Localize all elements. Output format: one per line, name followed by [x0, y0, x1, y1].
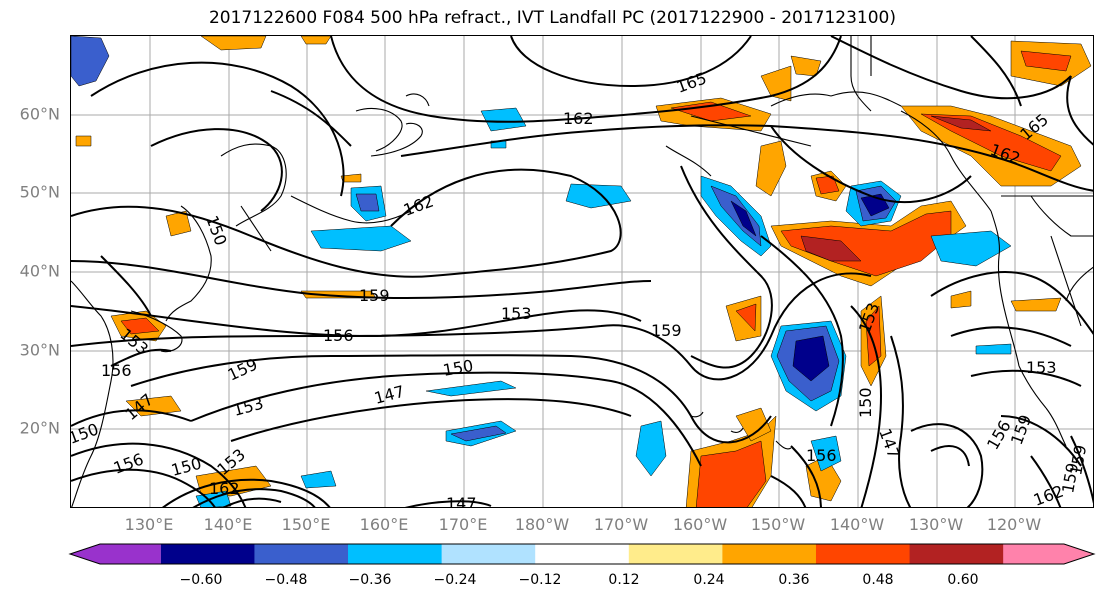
lon-label: 120°W [986, 515, 1042, 534]
colorbar-segment [909, 544, 1004, 564]
contour-label: 150 [856, 387, 875, 418]
lon-label: 140°E [203, 515, 253, 534]
shaded-fields [71, 36, 1092, 507]
colorbar-tick-label: 0.24 [693, 572, 725, 588]
contour-label: 153 [1026, 358, 1057, 377]
contour-label: 156 [101, 361, 132, 380]
lon-label: 150°W [750, 515, 806, 534]
contour-label: 156 [806, 446, 837, 465]
colorbar-tick-label: −0.12 [518, 572, 562, 588]
colorbar-tick-label: −0.48 [264, 572, 308, 588]
contour-label: 147 [875, 426, 903, 461]
lon-label: 160°W [672, 515, 728, 534]
colorbar-segment [535, 544, 630, 564]
lat-label: 40°N [19, 261, 60, 281]
contour-label: 153 [501, 304, 532, 323]
colorbar-segment [254, 544, 349, 564]
height-contours [71, 36, 1093, 507]
colorbar-tick-label: −0.60 [179, 572, 223, 588]
contour-label: 147 [446, 494, 477, 508]
contour-label: 150 [441, 356, 474, 380]
contour-label: 159 [359, 286, 390, 305]
colorbar-tick-label: 0.60 [947, 572, 979, 588]
lon-label: 130°W [908, 515, 964, 534]
coastlines [71, 36, 1093, 507]
contour-label: 153 [231, 394, 265, 420]
contour-label: 162 [401, 191, 436, 219]
lat-label: 60°N [19, 104, 60, 124]
colorbar-tick-label: 0.36 [778, 572, 810, 588]
contour-label: 147 [121, 390, 157, 424]
map-panel: 165 162 165 162 162 159 159 153 156 153 … [70, 35, 1094, 508]
map-title: 2017122600 F084 500 hPa refract., IVT La… [208, 8, 896, 28]
colorbar-segment [160, 544, 255, 564]
colorbar-segment [815, 544, 911, 564]
map-canvas: 165 162 165 162 162 159 159 153 156 153 … [71, 36, 1093, 508]
contour-label: 162 [563, 109, 594, 128]
colorbar-segment [70, 544, 161, 564]
lon-label: 180°W [514, 515, 570, 534]
colorbar-tick-label: 0.48 [862, 572, 894, 588]
contour-label: 165 [674, 68, 709, 96]
colorbar-segments [70, 544, 1094, 564]
contour-label: 147 [372, 382, 406, 408]
lon-label: 160°E [359, 515, 409, 534]
contour-label: 162 [209, 479, 240, 498]
colorbar-segment [441, 544, 536, 564]
contour-label: 159 [651, 321, 682, 340]
lon-label: 130°E [124, 515, 174, 534]
contour-label: 159 [1058, 461, 1082, 494]
contour-label: 156 [111, 449, 146, 477]
colorbar-tick-label: −0.36 [348, 572, 392, 588]
lat-label: 50°N [19, 182, 60, 202]
colorbar-tick-label: −0.24 [433, 572, 477, 588]
colorbar-segment [628, 544, 723, 564]
lon-label: 170°E [438, 515, 488, 534]
lon-label: 150°E [281, 515, 331, 534]
colorbar-segment [722, 544, 817, 564]
lon-label: 140°W [829, 515, 885, 534]
lon-label: 170°W [593, 515, 649, 534]
colorbar-segment [348, 544, 443, 564]
colorbar-segment [1003, 544, 1094, 564]
colorbar-tick-label: 0.12 [608, 572, 640, 588]
colorbar-outline [68, 543, 1096, 565]
lat-label: 30°N [19, 340, 60, 360]
lat-label: 20°N [19, 418, 60, 438]
contour-label: 156 [323, 326, 354, 345]
